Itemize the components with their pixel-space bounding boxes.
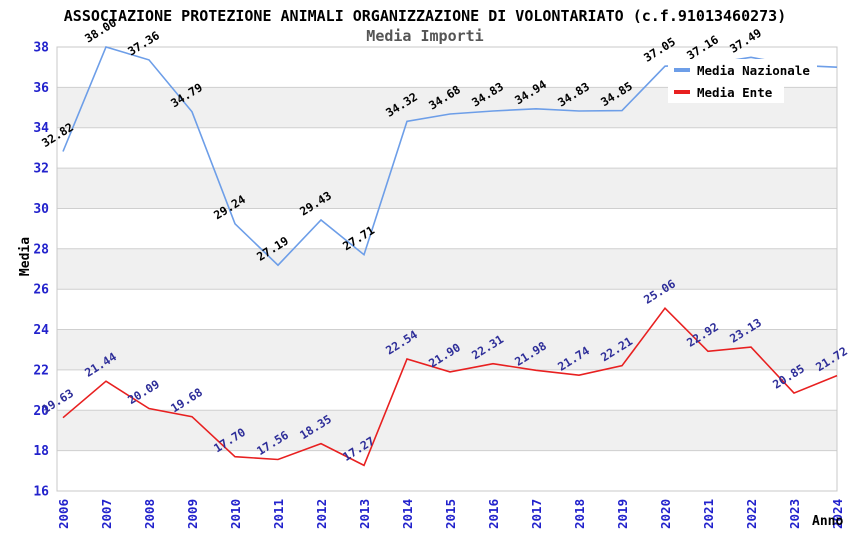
x-tick-label: 2020 (658, 499, 673, 529)
grid-stripe (57, 168, 837, 209)
y-tick-label: 26 (33, 283, 49, 298)
y-tick-label: 32 (33, 162, 49, 177)
y-tick-label: 16 (33, 485, 49, 500)
x-tick-label: 2008 (142, 499, 157, 529)
plot-border (56, 46, 838, 492)
x-tick-label: 2024 (830, 499, 845, 529)
x-axis-label: Anno (812, 514, 844, 529)
y-tick-label: 22 (33, 363, 49, 378)
point-label: 38.00 (82, 15, 119, 45)
chart-subtitle: Media Importi (366, 27, 484, 45)
legend-label-media-ente: Media Ente (697, 84, 773, 100)
legend-swatch-media-nazionale-icon (674, 68, 690, 72)
x-tick-label: 2011 (271, 499, 286, 529)
x-tick-label: 2021 (701, 499, 716, 529)
x-tick-label: 2014 (400, 499, 415, 529)
legend-item-media-nazionale: Media Nazionale (668, 59, 817, 81)
grid-stripe (57, 248, 837, 290)
x-tick-label: 2015 (443, 499, 458, 529)
y-tick-label: 20 (33, 404, 49, 419)
x-tick-label: 2016 (486, 499, 501, 529)
y-tick-label: 18 (33, 444, 49, 459)
legend-label-media-nazionale: Media Nazionale (697, 62, 810, 78)
x-tick-label: 2017 (529, 499, 544, 529)
x-tick-label: 2012 (314, 499, 329, 529)
legend: Media Nazionale Media Ente (668, 59, 817, 103)
chart-title: ASSOCIAZIONE PROTEZIONE ANIMALI ORGANIZZ… (63, 7, 787, 25)
series-line-media-ente (62, 306, 838, 467)
y-tick-label: 24 (33, 323, 49, 338)
y-tick-label: 28 (33, 242, 49, 257)
x-tick-label: 2007 (99, 499, 114, 529)
x-tick-label: 2018 (572, 499, 587, 529)
grid-stripe (57, 410, 837, 451)
x-tick-label: 2013 (357, 499, 372, 529)
x-tick-label: 2023 (787, 499, 802, 529)
point-label: 20.09 (125, 377, 162, 407)
point-label: 37.36 (125, 28, 162, 58)
x-tick-label: 2006 (56, 499, 71, 529)
y-tick-label: 38 (33, 41, 49, 56)
point-label: 37.16 (684, 32, 721, 62)
x-tick-label: 2009 (185, 499, 200, 529)
x-tick-label: 2022 (744, 499, 759, 529)
y-axis-label: Media (18, 236, 34, 277)
y-tick-label: 30 (33, 202, 49, 217)
legend-item-media-ente: Media Ente (668, 81, 784, 103)
legend-swatch-media-ente-icon (674, 90, 690, 94)
x-tick-label: 2019 (615, 499, 630, 529)
y-tick-label: 36 (33, 81, 49, 96)
x-tick-label: 2010 (228, 499, 243, 529)
y-tick-label: 34 (33, 121, 49, 136)
point-label: 37.49 (727, 26, 764, 56)
